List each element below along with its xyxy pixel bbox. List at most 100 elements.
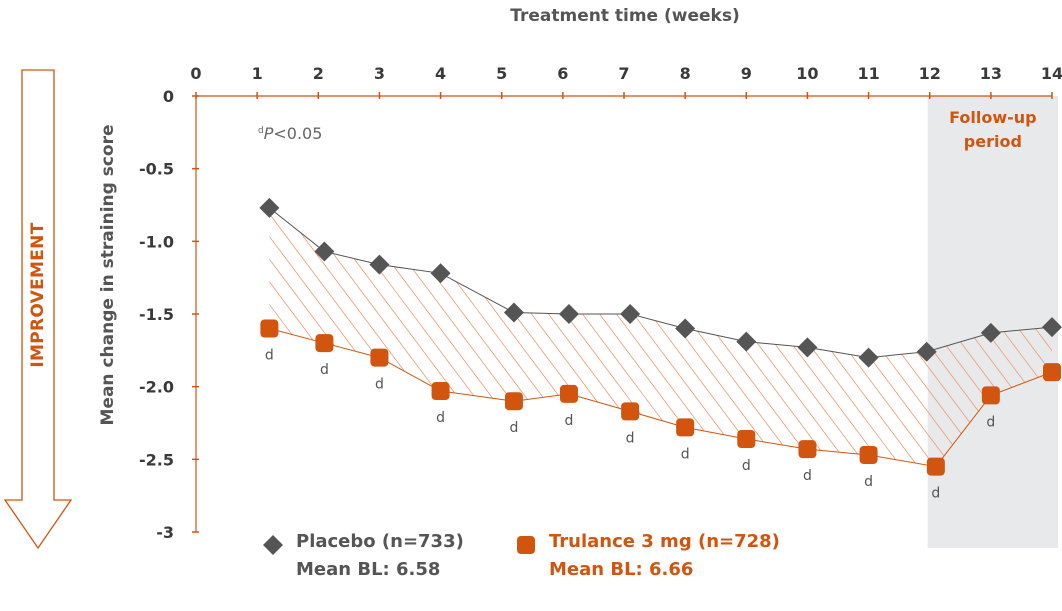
hatch-line <box>385 207 687 467</box>
trulance-point <box>1043 363 1061 382</box>
x-tick-label: 12 <box>919 64 941 83</box>
hatch-line <box>572 207 874 467</box>
hatch-line <box>555 207 857 467</box>
y-tick-label: -3 <box>156 523 174 542</box>
x-axis-label: Treatment time (weeks) <box>510 6 740 26</box>
x-tick-label: 0 <box>190 64 201 83</box>
follow-up-shaded-region <box>927 96 1058 548</box>
hatch-line <box>623 207 925 467</box>
significance-label: d <box>436 410 445 426</box>
x-tick-label: 7 <box>618 64 629 83</box>
legend-placebo-baseline: Mean BL: 6.58 <box>296 559 441 580</box>
trulance-point <box>260 319 279 338</box>
series-lines <box>269 207 1053 468</box>
placebo-point <box>980 322 1001 343</box>
significance-label: d <box>931 486 940 502</box>
significance-label: d <box>509 420 518 436</box>
significance-label: d <box>626 430 635 446</box>
placebo-line <box>269 207 1053 359</box>
placebo-point <box>675 318 696 339</box>
hatch-line <box>269 207 330 467</box>
hatch-line <box>0 120 23 520</box>
trulance-point <box>370 348 389 367</box>
placebo-point <box>797 337 818 358</box>
trulance-point <box>315 334 334 353</box>
x-tick-label: 1 <box>252 64 263 83</box>
markers: d d d d d d d d d d d d d <box>259 197 1062 502</box>
hatch-line <box>0 120 6 520</box>
hatch-line <box>269 207 534 467</box>
hatch-line <box>453 207 755 467</box>
x-tick-label: 8 <box>680 64 691 83</box>
trulance-point <box>621 402 640 421</box>
hatch-line <box>269 207 381 467</box>
follow-up-label-line2: period <box>964 132 1022 151</box>
placebo-point <box>503 302 524 323</box>
trulance-point <box>504 392 523 411</box>
significance-label: d <box>375 377 384 393</box>
hatch-line <box>334 207 636 467</box>
hatch-line <box>317 207 619 467</box>
hatch-line <box>269 207 432 467</box>
legend-trulance-baseline: Mean BL: 6.66 <box>549 559 694 580</box>
hatch-line <box>504 207 806 467</box>
hatch-line <box>269 207 568 467</box>
trulance-point <box>859 445 878 464</box>
x-tick-label: 14 <box>1041 64 1062 83</box>
hatch-line <box>269 207 483 467</box>
legend-placebo-name: Placebo (n=733) <box>296 531 464 552</box>
hatch-line <box>269 207 500 467</box>
follow-up-label-line1: Follow-up <box>949 108 1037 127</box>
trulance-point <box>676 418 695 437</box>
hatch-line <box>351 207 653 467</box>
significance-label: d <box>681 446 690 462</box>
improvement-label: IMPROVEMENT <box>28 222 48 368</box>
x-tick-label: 9 <box>741 64 752 83</box>
placebo-point <box>558 304 579 324</box>
y-tick-label: -2.5 <box>139 450 174 469</box>
trulance-point <box>798 440 817 459</box>
placebo-point <box>1042 317 1062 338</box>
hatch-line <box>589 207 891 467</box>
x-tick-label: 11 <box>857 64 879 83</box>
x-tick-label: 2 <box>313 64 324 83</box>
x-tick-label: 3 <box>374 64 385 83</box>
placebo-point <box>369 254 390 275</box>
x-tick-label: 13 <box>980 64 1002 83</box>
square-marker-icon <box>517 536 535 554</box>
significance-label: d <box>320 362 329 378</box>
y-tick-label: -1.0 <box>139 232 174 251</box>
significance-label: d <box>864 474 873 490</box>
trulance-point <box>431 382 450 401</box>
trulance-point <box>926 457 945 476</box>
hatch-line <box>269 207 466 467</box>
significance-label: d <box>986 414 995 430</box>
placebo-point <box>620 304 641 324</box>
p-value-annotation: dP<0.05 <box>258 124 322 143</box>
x-tick-label: 4 <box>435 64 446 83</box>
legend-trulance-name: Trulance 3 mg (n=728) <box>549 531 780 552</box>
hatch-line <box>368 207 670 467</box>
axes: 0 1 2 3 4 5 6 7 8 9 10 11 12 13 140-0.5-1.0-1.5-2.0-2.… <box>139 64 1062 542</box>
significance-label: d <box>265 348 274 364</box>
trulance-line <box>269 328 1053 468</box>
trulance-point <box>737 429 756 448</box>
hatch-line <box>436 207 738 467</box>
y-axis-label: Mean change in straining score <box>98 124 118 426</box>
hatch-line <box>269 207 551 467</box>
improvement-arrow-icon <box>3 69 73 550</box>
significance-label: d <box>742 458 751 474</box>
placebo-point <box>314 241 335 262</box>
significance-label: d <box>565 413 574 429</box>
hatch-line <box>283 207 585 467</box>
hatch-line <box>269 207 517 467</box>
diamond-marker-icon <box>263 535 283 555</box>
trulance-point <box>559 384 578 403</box>
x-tick-label: 5 <box>496 64 507 83</box>
placebo-point <box>736 331 757 352</box>
y-tick-label: 0 <box>163 87 174 106</box>
y-tick-label: -1.5 <box>139 305 174 324</box>
significance-label: d <box>803 468 812 484</box>
placebo-point <box>858 347 879 368</box>
